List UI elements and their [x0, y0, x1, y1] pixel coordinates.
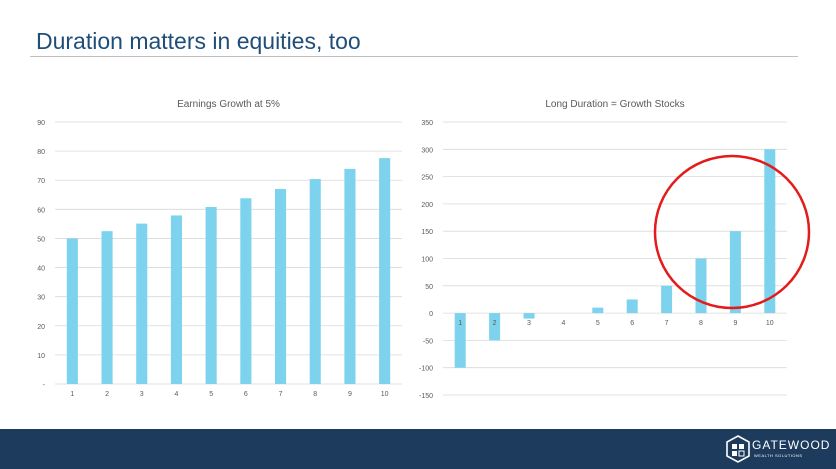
logo-subtitle: WEALTH SOLUTIONS	[754, 453, 803, 458]
x-tick-label: 5	[596, 320, 600, 327]
x-tick-label: 8	[699, 320, 703, 327]
y-tick-label: 40	[37, 266, 45, 273]
y-tick-label: 250	[421, 175, 433, 182]
bar-6	[240, 198, 252, 384]
bar-3	[523, 313, 535, 319]
x-tick-label: 1	[70, 391, 74, 398]
bar-10	[764, 149, 776, 314]
x-tick-label: 6	[630, 320, 634, 327]
y-tick-label: 60	[37, 207, 45, 214]
x-tick-label: 9	[733, 320, 737, 327]
x-tick-label: 4	[174, 391, 178, 398]
y-tick-label: 350	[421, 120, 433, 127]
y-tick-label: 90	[37, 120, 45, 127]
x-tick-label: 3	[140, 391, 144, 398]
x-tick-label: 8	[313, 391, 317, 398]
y-tick-label: -100	[419, 366, 433, 373]
x-tick-label: 7	[279, 391, 283, 398]
gatewood-logo-icon	[726, 435, 750, 463]
long-duration-chart: Long Duration = Growth Stocks -150 -100 -50…	[419, 99, 811, 400]
y-tick-label: -50	[423, 338, 433, 345]
bar-2	[101, 231, 113, 384]
y-tick-label: -	[43, 382, 46, 389]
x-tick-label: 10	[766, 320, 774, 327]
x-tick-label: 3	[527, 320, 531, 327]
chart-title: Long Duration = Growth Stocks	[545, 99, 684, 110]
y-tick-label: 100	[421, 257, 433, 264]
y-tick-label: 10	[37, 353, 45, 360]
slide-title: Duration matters in equities, too	[36, 28, 361, 54]
y-tick-label: -150	[419, 393, 433, 400]
y-tick-label: 50	[37, 236, 45, 243]
bar-5	[592, 307, 604, 314]
bar-8	[309, 179, 321, 384]
company-logo: GATEWOOD WEALTH SOLUTIONS	[726, 435, 829, 465]
bar-9	[344, 168, 356, 384]
y-tick-label: 50	[425, 284, 433, 291]
x-tick-label: 2	[105, 391, 109, 398]
y-tick-label: 20	[37, 324, 45, 331]
bar-1	[454, 313, 466, 368]
logo-name: GATEWOOD	[752, 438, 831, 452]
x-tick-label: 5	[209, 391, 213, 398]
highlight-circle	[653, 154, 811, 310]
bar-1	[66, 238, 78, 384]
y-tick-label: 80	[37, 149, 45, 156]
bar-7	[274, 188, 287, 384]
x-tick-label: 7	[665, 320, 669, 327]
x-tick-label: 1	[458, 320, 462, 327]
x-tick-label: 9	[348, 391, 352, 398]
bar-6	[626, 299, 638, 314]
bar-10	[379, 158, 391, 384]
chart-title: Earnings Growth at 5%	[177, 99, 280, 110]
bar-7	[661, 285, 673, 314]
bar-3	[136, 223, 148, 384]
y-tick-label: 300	[421, 147, 433, 154]
y-tick-label: 0	[429, 311, 433, 318]
x-tick-label: 10	[381, 391, 389, 398]
bar-9	[729, 231, 741, 314]
y-tick-label: 200	[421, 202, 433, 209]
y-tick-label: 150	[421, 229, 433, 236]
x-tick-label: 4	[561, 320, 565, 327]
y-tick-label: 30	[37, 295, 45, 302]
x-tick-label: 2	[493, 320, 497, 327]
bar-2	[489, 313, 501, 341]
bar-4	[170, 215, 183, 384]
title-divider	[30, 56, 798, 57]
bar-8	[695, 258, 707, 314]
y-tick-label: 70	[37, 178, 45, 185]
x-tick-label: 6	[244, 391, 248, 398]
earnings-growth-chart: Earnings Growth at 5% - 10 20 30 40 50 60 70 80 90…	[37, 99, 402, 398]
bar-5	[205, 207, 217, 384]
footer-bar: GATEWOOD WEALTH SOLUTIONS	[0, 429, 836, 469]
